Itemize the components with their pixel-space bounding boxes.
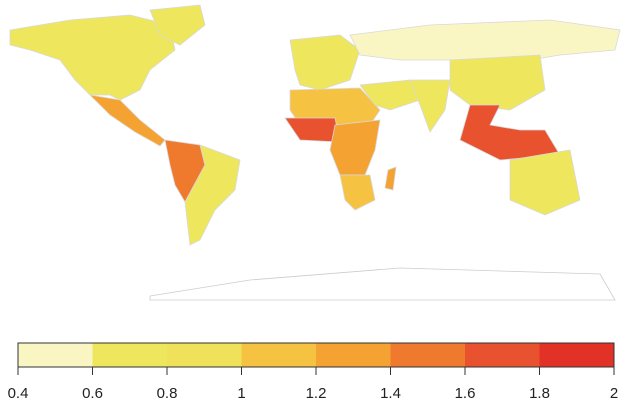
legend-tick-label: 1.4 [380,385,401,402]
legend-tick-label: 1.6 [455,385,476,402]
legend-swatch [241,343,316,367]
region [329,119,381,176]
region [509,149,581,216]
legend-tick-label: 1 [237,385,245,402]
legend-tick-label: 1.8 [529,385,550,402]
region [449,54,546,111]
legend-tick-label: 0.8 [157,385,178,402]
region [339,174,376,211]
legend-swatch [167,343,242,367]
region [384,166,397,191]
legend-swatch [390,343,465,367]
region [88,94,166,147]
region [184,144,241,246]
legend-tick-label: 0.6 [82,385,103,402]
region [459,104,561,161]
legend-tick-label: 1.2 [306,385,327,402]
region [9,14,176,101]
region [409,79,451,133]
region [149,4,206,46]
region [349,19,621,66]
region [289,34,361,91]
region [284,117,341,143]
region [359,79,421,111]
legend-swatch [539,343,614,367]
legend-swatch [316,343,391,367]
legend-tick-label: 2 [610,385,618,402]
legend-tick-label: 0.4 [8,385,29,402]
antarctica [149,267,616,301]
legend-swatch [18,343,93,367]
legend-swatch [465,343,540,367]
world-map [9,4,621,301]
legend-swatch [92,343,167,367]
color-legend: 0.4 0.6 0.8 1 1.2 1.4 1.6 1.8 2 [8,342,618,402]
